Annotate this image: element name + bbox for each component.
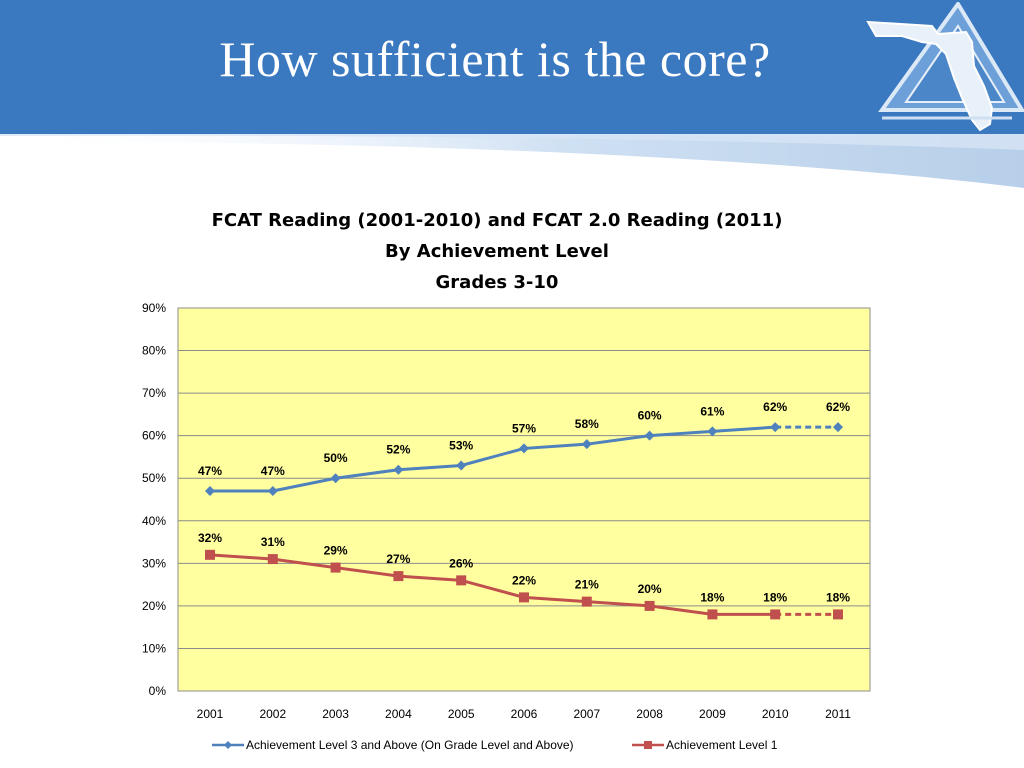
data-label: 29% — [324, 544, 348, 558]
y-tick-label: 60% — [142, 429, 166, 443]
florida-state-logo-icon — [866, 2, 1024, 132]
y-tick-label: 20% — [142, 599, 166, 613]
y-tick-label: 40% — [142, 514, 166, 528]
data-label: 62% — [763, 400, 787, 414]
data-point — [770, 609, 781, 620]
data-point — [267, 485, 278, 496]
data-point — [330, 473, 341, 484]
data-point — [205, 549, 215, 560]
data-label: 31% — [261, 535, 285, 549]
data-label: 58% — [575, 417, 599, 431]
data-label: 18% — [700, 590, 724, 604]
data-label: 61% — [700, 404, 724, 418]
legend-marker — [224, 741, 232, 749]
data-label: 50% — [324, 451, 348, 465]
data-point — [707, 426, 718, 437]
data-label: 20% — [638, 582, 662, 596]
x-tick-label: 2005 — [448, 707, 475, 721]
slide-title: How sufficient is the core? — [219, 31, 771, 87]
data-label: 47% — [261, 464, 285, 478]
data-label: 32% — [198, 531, 222, 545]
x-tick-label: 2001 — [197, 707, 224, 721]
data-point — [833, 609, 843, 620]
data-point — [393, 464, 404, 475]
x-tick-label: 2002 — [259, 707, 286, 721]
data-label: 21% — [575, 578, 599, 592]
data-point — [205, 485, 215, 496]
x-tick-label: 2010 — [762, 707, 789, 721]
data-point — [456, 575, 467, 586]
data-point — [644, 430, 655, 441]
chart-title: FCAT Reading (2001-2010) and FCAT 2.0 Re… — [0, 205, 994, 298]
data-point — [267, 554, 278, 565]
legend-label: Achievement Level 1 — [666, 738, 778, 752]
legend-label: Achievement Level 3 and Above (On Grade … — [246, 738, 574, 752]
data-point — [644, 600, 655, 611]
x-tick-label: 2007 — [573, 707, 600, 721]
chart-title-line-3: Grades 3-10 — [435, 272, 559, 293]
y-tick-label: 10% — [142, 641, 166, 655]
data-point — [393, 571, 404, 582]
data-label: 62% — [826, 400, 850, 414]
x-tick-label: 2003 — [322, 707, 349, 721]
chart-title-line-1: FCAT Reading (2001-2010) and FCAT 2.0 Re… — [211, 210, 783, 231]
y-tick-label: 80% — [142, 344, 166, 358]
legend-marker — [644, 741, 652, 749]
y-tick-label: 70% — [142, 386, 166, 400]
x-tick-label: 2009 — [699, 707, 726, 721]
series-line — [209, 553, 776, 616]
series-line — [210, 425, 776, 493]
data-label: 27% — [386, 552, 410, 566]
x-tick-label: 2006 — [511, 707, 538, 721]
y-tick-label: 50% — [142, 471, 166, 485]
data-label: 22% — [512, 573, 536, 587]
data-point — [581, 596, 592, 607]
data-point — [770, 422, 781, 433]
y-tick-label: 30% — [142, 556, 166, 570]
data-point — [707, 609, 718, 620]
data-label: 52% — [386, 443, 410, 457]
x-tick-label: 2011 — [825, 707, 851, 721]
header-banner — [0, 0, 1024, 188]
data-label: 47% — [198, 464, 222, 478]
y-tick-label: 0% — [149, 684, 167, 698]
data-label: 60% — [638, 409, 662, 423]
data-label: 26% — [449, 556, 473, 570]
data-label: 53% — [449, 438, 473, 452]
x-tick-label: 2008 — [636, 707, 663, 721]
data-label: 18% — [763, 590, 787, 604]
data-point — [833, 422, 843, 433]
chart-title-line-2: By Achievement Level — [385, 241, 609, 262]
data-label: 18% — [826, 590, 850, 604]
y-tick-label: 90% — [142, 301, 166, 315]
data-point — [456, 460, 467, 471]
data-point — [581, 439, 592, 450]
plot-area — [177, 307, 871, 692]
data-label: 57% — [512, 421, 536, 435]
data-point — [330, 562, 341, 573]
data-point — [519, 592, 529, 603]
x-tick-label: 2004 — [385, 707, 412, 721]
data-point — [519, 443, 529, 454]
